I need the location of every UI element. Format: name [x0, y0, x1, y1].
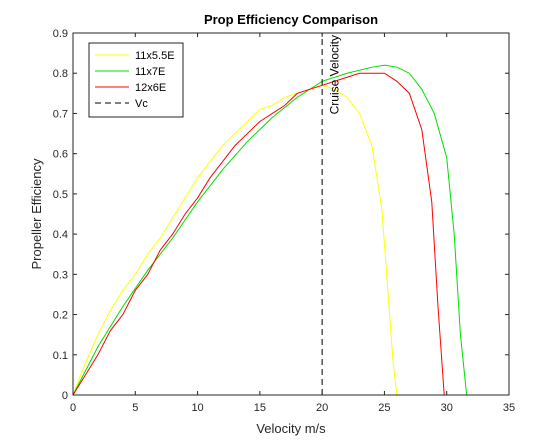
- chart-title: Prop Efficiency Comparison: [204, 12, 378, 27]
- legend: 11x5.5E 11x7E 12x6E Vc: [89, 43, 183, 117]
- y-tick-label: 0.7: [53, 108, 68, 120]
- x-tick-label: 5: [132, 402, 138, 414]
- y-tick-label: 0.5: [53, 189, 68, 201]
- y-tick-label: 0.9: [53, 28, 68, 40]
- y-tick-label: 0: [62, 390, 68, 402]
- y-tick-label: 0.6: [53, 149, 68, 161]
- x-tick-label: 15: [254, 402, 266, 414]
- x-tick-label: 0: [70, 402, 76, 414]
- y-tick-label: 0.8: [53, 68, 68, 80]
- x-tick-label: 10: [191, 402, 203, 414]
- legend-label: Vc: [135, 98, 148, 110]
- y-tick-label: 0.3: [53, 269, 68, 281]
- y-axis-label: Propeller Efficiency: [29, 158, 44, 270]
- annotation-layer: Cruise Velocity: [327, 35, 341, 114]
- y-tick-label: 0.1: [53, 350, 68, 362]
- y-tick-label: 0.2: [53, 310, 68, 322]
- annotation-label: Cruise Velocity: [327, 35, 341, 114]
- x-tick-label: 30: [441, 402, 453, 414]
- legend-label: 12x6E: [135, 82, 166, 94]
- y-tick-label: 0.4: [53, 229, 68, 241]
- x-tick-label: 35: [503, 402, 515, 414]
- legend-label: 11x7E: [135, 66, 165, 78]
- x-tick-label: 20: [316, 402, 328, 414]
- legend-label: 11x5.5E: [135, 50, 175, 62]
- x-axis-label: Velocity m/s: [256, 421, 326, 436]
- x-tick-label: 25: [378, 402, 390, 414]
